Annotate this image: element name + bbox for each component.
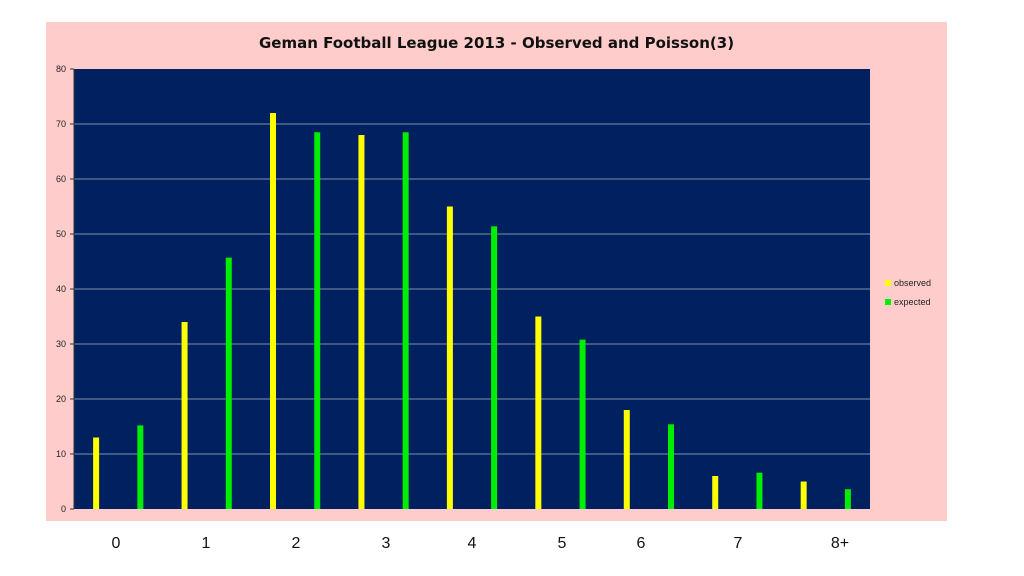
- bar-observed: [535, 316, 542, 509]
- bar-expected: [668, 424, 674, 509]
- x-category-label: 4: [467, 535, 477, 552]
- x-category-label: 6: [636, 535, 646, 552]
- y-tick-label: 40: [56, 284, 66, 294]
- legend-item-observed: observed: [885, 273, 931, 292]
- bar-observed: [623, 410, 630, 509]
- bar-expected: [579, 339, 586, 509]
- x-category-label: 7: [733, 535, 743, 552]
- bar-observed: [446, 206, 453, 509]
- y-tick-label: 60: [56, 174, 66, 184]
- x-category-label: 5: [557, 535, 567, 552]
- bar-observed: [358, 135, 365, 509]
- legend-item-expected: expected: [885, 292, 931, 311]
- x-category-label: 0: [111, 535, 121, 552]
- bar-expected: [137, 425, 144, 509]
- legend-swatch-expected: [885, 298, 891, 305]
- y-tick-label: 0: [61, 504, 66, 514]
- chart-title: Geman Football League 2013 - Observed an…: [258, 34, 735, 52]
- x-category-label: 3: [381, 535, 391, 552]
- y-tick-label: 50: [56, 229, 66, 239]
- bar-observed: [270, 113, 276, 509]
- chart-plot: 0 10 20 30 40 50 60 70 80: [56, 64, 870, 514]
- bar-expected: [314, 132, 321, 509]
- bar-observed: [800, 481, 807, 509]
- bar-expected: [844, 489, 851, 509]
- x-category-label: 8+: [830, 535, 850, 552]
- bar-expected: [491, 226, 498, 510]
- bar-observed: [712, 476, 719, 509]
- bar-expected: [402, 132, 409, 509]
- bar-observed: [181, 322, 188, 509]
- legend-swatch-observed: [885, 279, 891, 286]
- legend-label-expected: expected: [894, 296, 931, 307]
- legend-label-observed: observed: [894, 277, 932, 288]
- x-category-label: 1: [201, 535, 211, 552]
- chart-area: Geman Football League 2013 - Observed an…: [46, 22, 947, 521]
- bar-expected: [225, 257, 232, 509]
- y-tick-label: 80: [56, 64, 66, 74]
- x-category-label: 2: [291, 535, 301, 552]
- legend: observed expected: [885, 273, 931, 311]
- y-tick-label: 20: [56, 394, 66, 404]
- bar-observed: [93, 437, 100, 509]
- y-tick-label: 10: [56, 449, 66, 459]
- y-tick-label: 30: [56, 339, 66, 349]
- y-tick-label: 70: [56, 119, 66, 129]
- bar-expected: [756, 472, 763, 509]
